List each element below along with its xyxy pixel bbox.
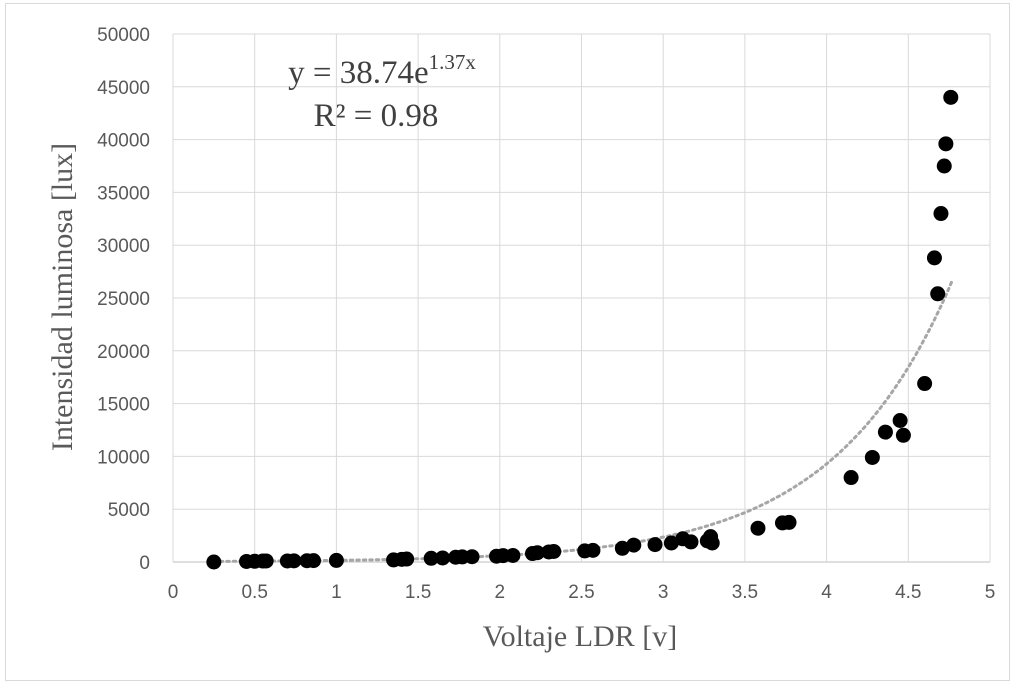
x-tick-label: 0 <box>168 582 179 603</box>
data-point <box>614 540 630 556</box>
x-tick-label: 1 <box>331 582 342 603</box>
data-point <box>258 553 274 569</box>
data-point <box>206 554 222 570</box>
data-point <box>626 537 642 553</box>
data-point <box>529 545 545 561</box>
data-point <box>423 550 439 566</box>
y-tick-label: 25000 <box>97 289 150 310</box>
data-point <box>704 535 720 551</box>
data-point <box>930 286 946 302</box>
trendline <box>212 278 954 563</box>
data-point <box>546 543 562 559</box>
data-point <box>892 412 908 428</box>
data-point <box>505 547 521 563</box>
x-tick-label: 4 <box>821 582 832 603</box>
data-point <box>464 549 480 565</box>
x-tick-labels: 0 0.5 1 1.5 2 2.5 3 3.5 4 4.5 5 <box>168 582 996 603</box>
data-point <box>585 542 601 558</box>
x-tick-label: 3.5 <box>732 582 758 603</box>
y-tick-label: 30000 <box>97 236 150 257</box>
x-axis-title: Voltaje LDR [v] <box>483 620 677 653</box>
data-point <box>917 376 933 392</box>
data-point <box>943 89 959 105</box>
y-tick-label: 5000 <box>108 500 150 521</box>
data-point <box>683 534 699 550</box>
data-point <box>938 136 954 152</box>
x-tick-label: 5 <box>985 582 996 603</box>
data-points <box>206 89 959 570</box>
data-point <box>933 206 949 222</box>
y-tick-label: 0 <box>139 553 150 574</box>
data-point <box>663 535 679 551</box>
y-tick-label: 50000 <box>97 25 150 46</box>
data-point <box>877 424 893 440</box>
y-tick-label: 40000 <box>97 131 150 152</box>
y-tick-label: 20000 <box>97 342 150 363</box>
x-tick-label: 4.5 <box>895 582 921 603</box>
y-tick-label: 45000 <box>97 78 150 99</box>
data-point <box>306 553 322 569</box>
x-tick-label: 2.5 <box>568 582 594 603</box>
data-point <box>328 552 344 568</box>
x-tick-label: 2 <box>495 582 506 603</box>
data-point <box>864 449 880 465</box>
data-point <box>750 520 766 536</box>
data-point <box>647 537 663 553</box>
data-point <box>435 550 451 566</box>
data-point <box>926 250 942 266</box>
y-tick-labels: 0 5000 10000 15000 20000 25000 30000 35000 40000… <box>97 25 150 574</box>
trendline-equation: y = 38.74e1.37x <box>288 50 476 91</box>
data-point <box>895 427 911 443</box>
y-axis-title: Intensidad luminosa [lux] <box>46 143 79 451</box>
y-tick-label: 15000 <box>97 395 150 416</box>
x-tick-label: 1.5 <box>405 582 431 603</box>
grid-lines <box>172 33 991 563</box>
y-tick-label: 10000 <box>97 447 150 468</box>
x-tick-label: 3 <box>658 582 669 603</box>
y-tick-label: 35000 <box>97 183 150 204</box>
x-tick-label: 0.5 <box>241 582 267 603</box>
data-point <box>936 158 952 174</box>
data-point <box>781 514 797 530</box>
data-point <box>843 470 859 486</box>
data-point <box>286 553 302 569</box>
data-point <box>399 551 415 567</box>
r-squared-label: R² = 0.98 <box>314 98 439 134</box>
